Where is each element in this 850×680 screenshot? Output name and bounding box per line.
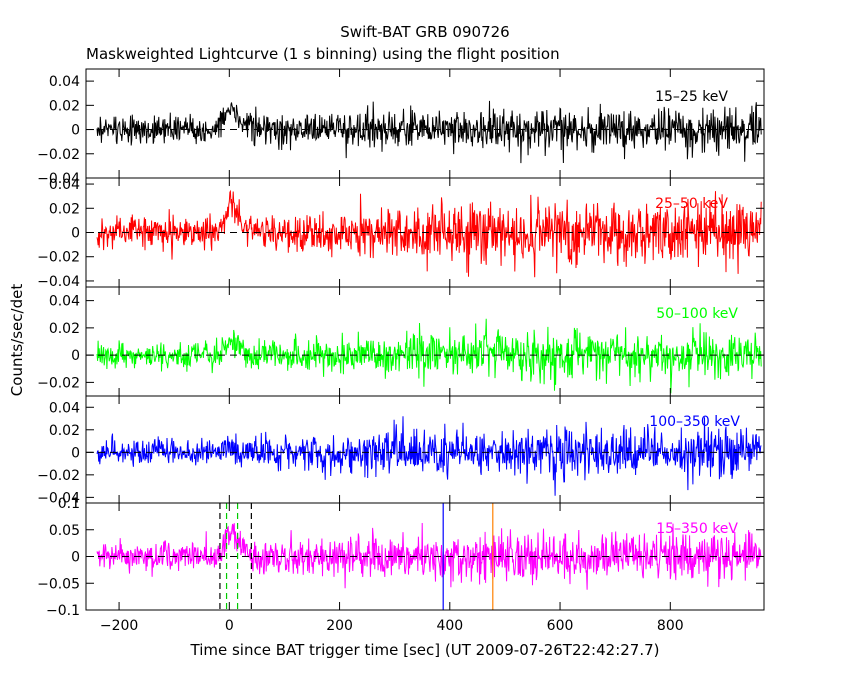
y-tick-label: 0.02	[49, 321, 80, 337]
y-tick-label: 0	[71, 550, 80, 566]
x-tick-label: 800	[657, 618, 684, 634]
band-label: 15–350 keV	[656, 521, 738, 537]
panel-4: −0.04 −0.02 0 0.02 0.04 100–350 keV	[37, 395, 765, 506]
panel-1: −0.04 −0.02 0 0.02 0.04 15–25 keV	[37, 68, 765, 187]
y-tick-label: 0.04	[49, 177, 80, 193]
x-tick-label: 200	[326, 618, 353, 634]
band-label: 100–350 keV	[649, 414, 740, 430]
y-tick-label: 0.04	[49, 294, 80, 310]
y-tick-label: −0.04	[37, 490, 80, 506]
y-tick-label: 0	[71, 445, 80, 461]
panels-group: −0.04 −0.02 0 0.02 0.04 15–25 keV −0.04 −0.02 0 0…	[37, 68, 765, 634]
x-tick-label: 400	[436, 618, 463, 634]
y-tick-label: −0.02	[37, 375, 80, 391]
y-tick-label: 0	[71, 348, 80, 364]
y-axis-label: Counts/sec/det	[8, 284, 26, 397]
panel-2: −0.04 −0.02 0 0.02 0.04 25–50 keV	[37, 177, 765, 290]
x-tick-label: 0	[225, 618, 234, 634]
x-tick-label: 600	[547, 618, 574, 634]
panel-frame	[85, 286, 765, 397]
panel-3: −0.02 0 0.02 0.04 50–100 keV	[37, 286, 765, 397]
y-tick-label: −0.1	[46, 603, 80, 619]
y-tick-label: 0.05	[49, 523, 80, 539]
y-tick-label: 0.02	[49, 423, 80, 439]
x-tick-label: −200	[100, 618, 138, 634]
y-tick-label: −0.04	[37, 274, 80, 290]
band-label: 50–100 keV	[656, 306, 738, 322]
lightcurve-trace	[96, 416, 762, 496]
y-tick-label: −0.04	[37, 171, 80, 187]
y-tick-label: 0.02	[49, 98, 80, 114]
y-tick-label: −0.05	[37, 576, 80, 592]
y-tick-label: 0	[71, 226, 80, 242]
x-axis-label: Time since BAT trigger time [sec] (UT 20…	[190, 641, 660, 659]
figure-subtitle: Maskweighted Lightcurve (1 s binning) us…	[86, 45, 560, 63]
lightcurve-trace	[96, 189, 762, 278]
y-tick-label: 0.1	[58, 496, 80, 512]
y-tick-label: −0.02	[37, 250, 80, 266]
band-label: 25–50 keV	[655, 196, 728, 212]
y-tick-label: 0.02	[49, 201, 80, 217]
y-tick-label: 0.04	[49, 400, 80, 416]
y-tick-label: −0.02	[37, 147, 80, 163]
y-tick-label: −0.02	[37, 468, 80, 484]
y-tick-label: 0.04	[49, 74, 80, 90]
panel-5: −0.1 −0.05 0 0.05 0.1 −200 0 200 400 600 800 15–350…	[37, 496, 765, 634]
band-label: 15–25 keV	[655, 89, 728, 105]
lightcurve-trace	[96, 100, 762, 164]
figure-title: Swift-BAT GRB 090726	[340, 23, 509, 41]
lightcurve-trace	[96, 522, 762, 590]
y-tick-label: 0	[71, 123, 80, 139]
lightcurve-trace	[96, 318, 762, 394]
